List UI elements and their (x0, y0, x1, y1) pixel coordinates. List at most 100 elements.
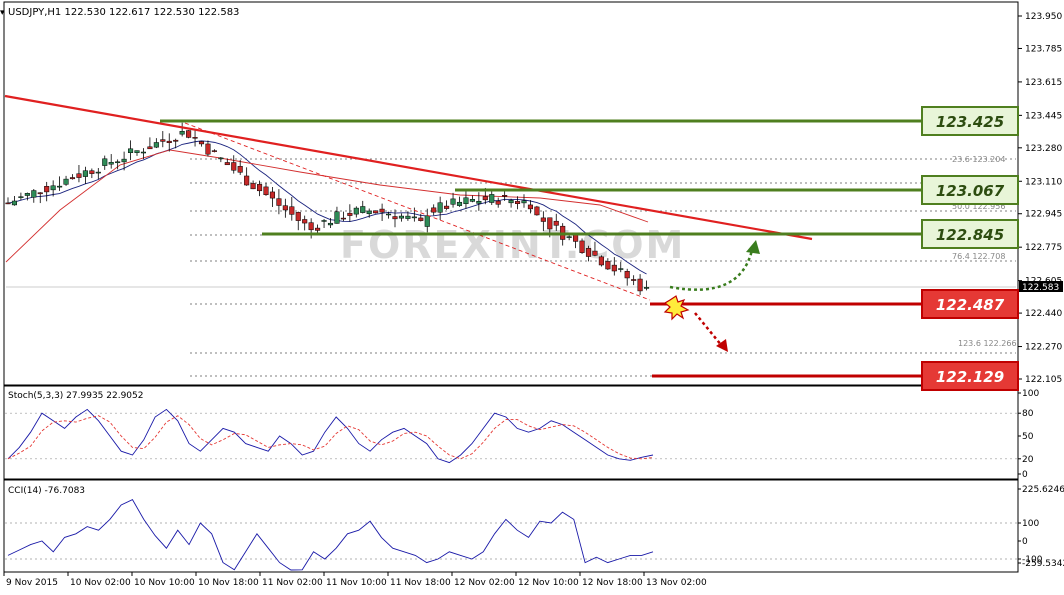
stoch-tick-label: 50 (1022, 432, 1034, 442)
candle-body (553, 220, 559, 226)
price-tick-label: 122.105 (1025, 375, 1062, 385)
stoch-axis: 100 80 50 20 0 (5, 389, 1039, 480)
candle-body (334, 211, 340, 224)
support-box (921, 289, 1019, 319)
level-boxes: 123.425 123.067 122.845 122.487 122.129 (160, 106, 1019, 391)
candle-body (431, 207, 437, 213)
candle-body (540, 217, 546, 222)
candle-body (224, 162, 230, 166)
stochastic-panel[interactable] (3, 385, 1019, 480)
time-axis: 9 Nov 2015 10 Nov 02:00 10 Nov 10:00 10 Nov… (3, 572, 707, 588)
stoch-tick-label: 20 (1022, 455, 1034, 465)
price-tick-label: 122.270 (1025, 343, 1062, 353)
price-axis: 123.950 123.785 123.615 123.445 123.280 123.1… (1018, 12, 1062, 385)
channel-trendline (184, 122, 651, 301)
current-price-tag: 122.583 (1019, 281, 1063, 293)
time-tick-label: 12 Nov 02:00 (454, 578, 515, 588)
candle-body (186, 130, 192, 138)
candle-body (353, 207, 359, 215)
candle-body (231, 162, 237, 171)
stoch-lines (7, 408, 654, 464)
cci-tick-label: 225.6246 (1022, 485, 1064, 495)
cci-tick-label: 100 (1022, 519, 1039, 529)
candle-body (566, 236, 572, 238)
candle-body (218, 157, 224, 160)
main-chart-panel[interactable] (3, 1, 1019, 386)
candle-body (379, 208, 385, 213)
candle-body (192, 137, 198, 139)
candle-body (392, 216, 398, 220)
candle-body (547, 217, 553, 230)
cci-axis: 225.6246 100 0 -100-259.5342 (5, 485, 1064, 569)
cci-tick-label: -259.5342 (1022, 559, 1064, 569)
candle-body (128, 148, 134, 153)
time-tick-label: 13 Nov 02:00 (646, 578, 707, 588)
candle-body (437, 202, 443, 213)
candle-body (198, 141, 205, 145)
candle-body (250, 183, 256, 190)
candle-body (282, 205, 288, 211)
resistance-level-label: 123.425 (936, 113, 1004, 131)
candle-body (179, 131, 185, 135)
candle-body (624, 271, 630, 279)
candle-body (527, 204, 534, 210)
candle-body (592, 250, 598, 256)
candle-body (276, 198, 282, 206)
candle-body (134, 150, 140, 153)
bearish-arrow-head-icon (716, 339, 728, 352)
price-tick-label: 122.945 (1025, 210, 1062, 220)
svg-text:122.583: 122.583 (1022, 283, 1059, 293)
support-level-label: 122.487 (936, 296, 1005, 314)
time-tick-label: 9 Nov 2015 (6, 578, 58, 588)
candle-body (140, 151, 146, 154)
candle-body (340, 217, 346, 220)
candle-body (534, 206, 540, 216)
header-triangle-icon[interactable]: ▾ (0, 8, 5, 18)
candle-body (463, 197, 469, 204)
support-level-label: 122.129 (936, 368, 1004, 386)
candle-body (366, 210, 372, 215)
candle-body (515, 201, 521, 204)
candle-body (482, 196, 488, 201)
bullish-arrow-path (669, 249, 754, 291)
cci-panel[interactable] (3, 479, 1019, 573)
candle-body (89, 170, 95, 174)
candle-body (160, 139, 166, 142)
bearish-arrow-path (694, 312, 723, 347)
descending-trendline (4, 94, 813, 241)
candle-body (405, 215, 411, 219)
forecast-arrows (663, 240, 760, 352)
candle-body (37, 192, 43, 195)
ma-blue-line (7, 140, 647, 275)
candle-body (469, 199, 475, 202)
price-tick-label: 122.440 (1025, 309, 1062, 319)
candle-body (521, 200, 527, 204)
time-tick-label: 11 Nov 18:00 (390, 578, 451, 588)
support-box (921, 361, 1019, 391)
candle-body (166, 140, 172, 143)
candle-body (31, 190, 37, 198)
price-gridlines (6, 158, 1016, 377)
candle-body (618, 268, 624, 270)
candle-body (5, 202, 11, 205)
candle-body (147, 146, 153, 150)
candle-body (347, 212, 353, 216)
fib-label: 76.4 122.708 (952, 252, 1005, 261)
candle-body (50, 185, 56, 191)
candle-body (315, 227, 321, 231)
time-tick-label: 10 Nov 02:00 (70, 578, 131, 588)
price-tick-label: 123.110 (1025, 177, 1062, 187)
candle-body (76, 173, 82, 178)
chart-header: USDJPY,H1 122.530 122.617 122.530 122.58… (8, 7, 239, 18)
candle-body (637, 278, 643, 292)
bullish-arrow-head-icon (746, 240, 760, 254)
cci-tick-label: 0 (1022, 537, 1028, 547)
time-tick-label: 10 Nov 18:00 (198, 578, 259, 588)
resistance-level-label: 122.845 (936, 226, 1004, 244)
candle-body (489, 194, 495, 203)
candle-body (289, 206, 295, 215)
resistance-level-label: 123.067 (936, 182, 1005, 200)
fib-label: 50.0 122.956 (952, 202, 1005, 211)
